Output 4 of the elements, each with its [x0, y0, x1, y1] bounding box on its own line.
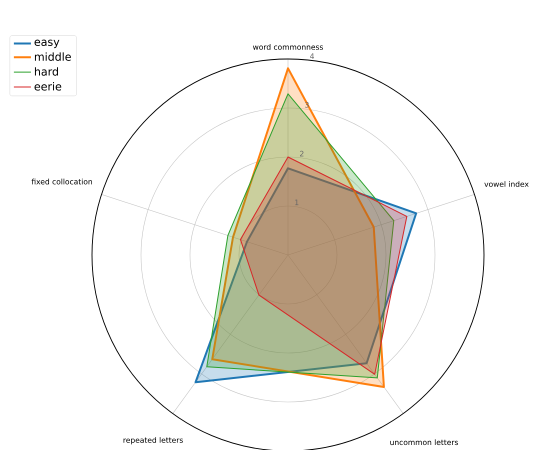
legend-label: hard — [34, 67, 58, 76]
legend-label: eerie — [34, 82, 62, 91]
legend-label: easy — [34, 40, 60, 48]
legend-label: middle — [34, 52, 71, 61]
